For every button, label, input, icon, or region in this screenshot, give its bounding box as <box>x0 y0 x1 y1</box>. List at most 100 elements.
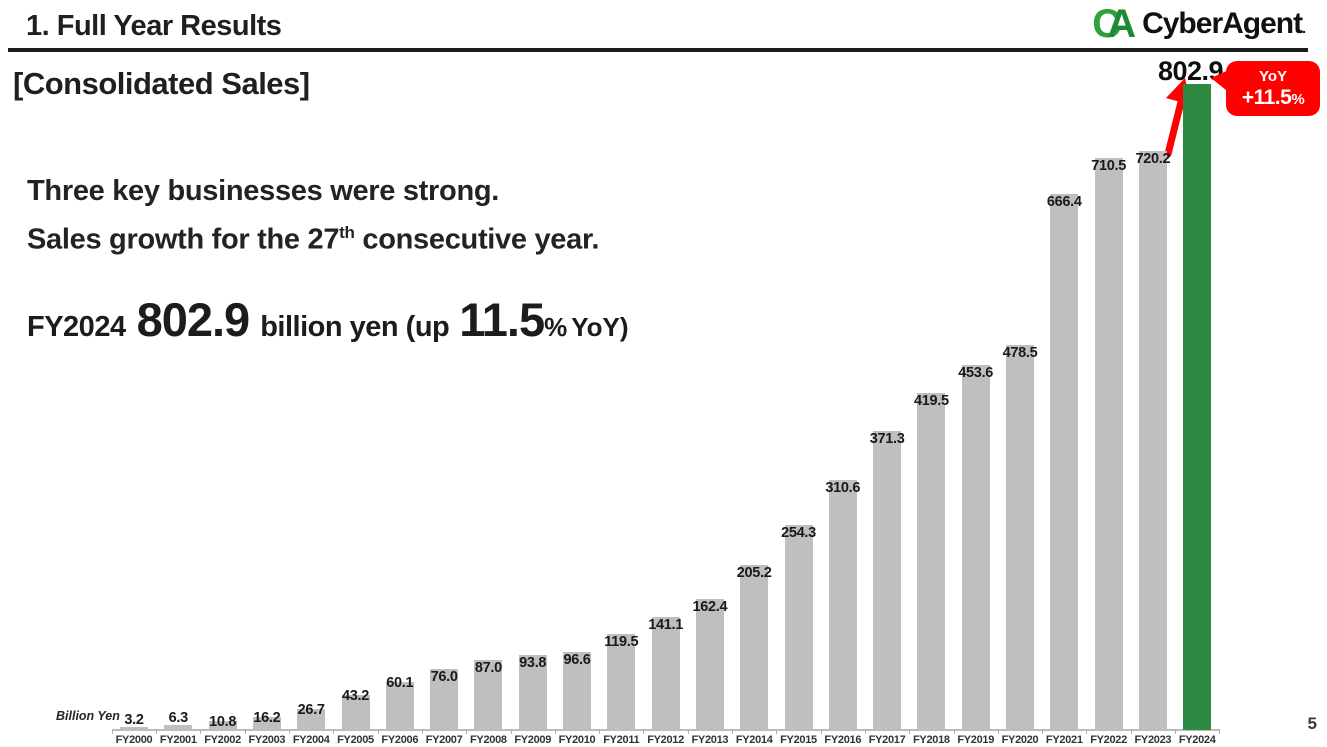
x-axis-label-FY2012: FY2012 <box>647 734 684 746</box>
x-axis-tick <box>421 729 423 734</box>
x-axis-tick <box>953 729 955 734</box>
bar-value-label: 371.3 <box>869 431 905 448</box>
bar-value-label: 254.3 <box>781 525 816 542</box>
bar-FY2001 <box>164 724 193 730</box>
bar-FY2006 <box>385 681 414 730</box>
bar-FY2003 <box>252 717 281 730</box>
bar-FY2017 <box>873 431 902 730</box>
bar-value-label: 93.8 <box>519 654 547 671</box>
stat-value: 802.9 <box>136 293 251 346</box>
x-axis-label-FY2017: FY2017 <box>868 734 906 746</box>
x-axis-tick <box>687 729 689 734</box>
x-axis-tick <box>1219 729 1221 734</box>
x-axis-label-FY2021: FY2021 <box>1045 734 1083 746</box>
bar-value-label: 419.5 <box>913 392 949 409</box>
x-axis-label-FY2020: FY2020 <box>1001 734 1039 746</box>
bar-FY2015 <box>784 525 813 730</box>
stat-pct: 11.5 <box>459 293 545 346</box>
bar-FY2021 <box>1050 193 1079 730</box>
bar-value-label: 26.7 <box>297 701 325 718</box>
bar-FY2024 <box>1183 84 1212 730</box>
bar-FY2019 <box>961 365 990 730</box>
header-divider <box>8 48 1308 52</box>
x-axis-tick <box>864 729 866 734</box>
x-axis-tick <box>244 729 246 734</box>
bar-FY2022 <box>1094 158 1123 730</box>
bar-value-label: 710.5 <box>1091 158 1126 175</box>
bar-value-label: 666.4 <box>1046 193 1082 210</box>
bar-value-label: 162.4 <box>692 599 728 616</box>
yoy-badge-value: +11.5% <box>1241 86 1305 109</box>
x-axis-tick <box>599 729 601 734</box>
x-axis-tick <box>554 729 556 734</box>
bar-value-label: 87.0 <box>474 660 502 676</box>
x-axis-label-FY2000: FY2000 <box>115 734 153 746</box>
bar-value-label: 141.1 <box>648 616 683 633</box>
x-axis-tick <box>1042 729 1044 734</box>
bar-FY2020 <box>1006 345 1034 730</box>
x-axis-label-FY2015: FY2015 <box>780 734 817 746</box>
bar-value-label: 310.6 <box>825 480 861 497</box>
bar-FY2014 <box>740 564 769 730</box>
bar-value-label: 10.8 <box>209 714 237 731</box>
bar-value-label: 3.2 <box>124 712 144 729</box>
x-axis-tick <box>776 729 778 734</box>
bar-FY2008 <box>474 660 503 730</box>
x-axis-label-FY2003: FY2003 <box>248 734 286 746</box>
bar-FY2002 <box>208 721 237 730</box>
bar-value-label: 119.5 <box>604 633 639 650</box>
x-axis-label-FY2002: FY2002 <box>204 734 241 746</box>
stat-yoy: YoY) <box>571 312 629 342</box>
key-message-line1: Three key businesses were strong. <box>27 175 500 207</box>
page-number: 5 <box>1307 714 1317 733</box>
x-axis-tick <box>510 729 512 734</box>
badge-tail <box>1211 69 1231 94</box>
bar-FY2016 <box>828 480 857 730</box>
x-axis-label-FY2009: FY2009 <box>514 734 552 746</box>
x-axis-tick <box>1130 729 1132 734</box>
x-axis-tick <box>1086 729 1088 734</box>
headline-stat: FY2024 802.9 billion yen (up 11.5 % YoY) <box>27 292 629 347</box>
logo-wordmark: CyberAgent. <box>1142 7 1306 40</box>
x-axis-tick <box>643 729 645 734</box>
x-axis-line <box>111 729 1220 731</box>
bar-value-label: 96.6 <box>563 652 591 669</box>
x-axis-tick <box>377 729 379 734</box>
x-axis-label-FY2010: FY2010 <box>558 734 596 746</box>
x-axis-tick <box>820 729 822 734</box>
x-axis-tick <box>732 729 733 734</box>
bar-FY2005 <box>341 695 370 730</box>
x-axis-label-FY2008: FY2008 <box>470 734 507 746</box>
x-axis-label-FY2019: FY2019 <box>957 734 995 746</box>
x-axis-tick <box>333 729 335 734</box>
bar-value-label: 43.2 <box>341 688 370 705</box>
x-axis-label-FY2004: FY2004 <box>292 734 330 746</box>
bar-value-label: 720.2 <box>1135 150 1171 167</box>
x-axis-tick <box>997 729 999 734</box>
bar-value-label: 60.1 <box>386 674 414 691</box>
x-axis-label-FY2007: FY2007 <box>425 734 463 746</box>
bar-FY2012 <box>651 616 680 730</box>
stat-pct-sign: % <box>544 312 568 342</box>
x-axis-label-FY2005: FY2005 <box>337 734 374 746</box>
x-axis-label-FY2013: FY2013 <box>691 734 729 746</box>
x-axis-label-FY2016: FY2016 <box>824 734 862 746</box>
x-axis-tick <box>909 729 911 734</box>
logo-reg-mark: . <box>1302 20 1306 36</box>
x-axis-label-FY2014: FY2014 <box>735 734 773 746</box>
y-axis-unit-label: Billion Yen <box>56 709 120 723</box>
bar-value-label: 453.6 <box>958 365 994 381</box>
x-axis-tick <box>466 729 468 734</box>
x-axis-label-FY2001: FY2001 <box>159 734 197 746</box>
key-message-line2: Sales growth for the 27th consecutive ye… <box>27 223 600 256</box>
bar-value-label: 478.5 <box>1002 345 1038 361</box>
key-message: Three key businesses were strong. Sales … <box>27 170 599 261</box>
x-axis-tick <box>1175 729 1176 734</box>
x-axis-label-FY2018: FY2018 <box>913 734 950 746</box>
section-label: [Consolidated Sales] <box>13 66 310 101</box>
bar-FY2011 <box>607 633 636 730</box>
x-axis-label-FY2006: FY2006 <box>381 734 419 746</box>
cyberagent-logo: CA CyberAgent. <box>1092 4 1306 44</box>
yoy-badge: YoY +11.5% <box>1211 61 1320 116</box>
